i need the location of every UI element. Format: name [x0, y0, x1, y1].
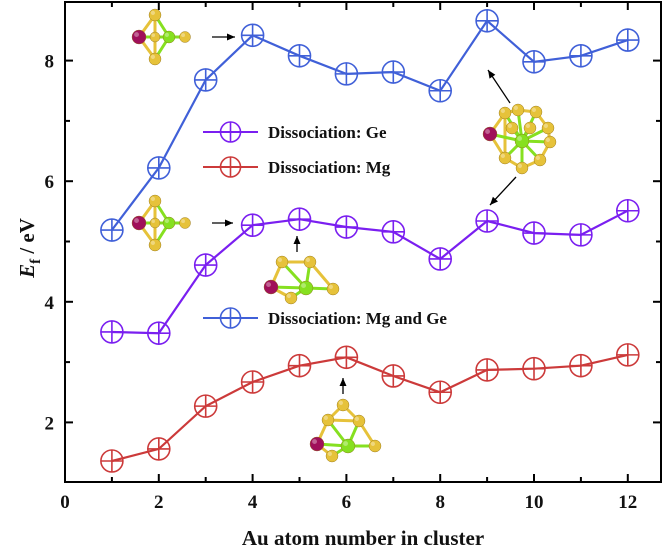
- data-point-marker: [147, 321, 171, 345]
- data-point-marker: [287, 43, 312, 68]
- data-point-marker: [287, 353, 312, 378]
- y-axis-title: Ef / eV: [15, 218, 44, 279]
- series-0: [100, 9, 640, 242]
- x-tick-label: 10: [525, 492, 544, 513]
- svg-text:Ef / eV: Ef / eV: [15, 218, 44, 279]
- data-point-marker: [287, 207, 312, 231]
- legend-marker: [219, 307, 242, 329]
- cluster-inset-x9: [482, 103, 557, 175]
- data-point-marker: [615, 343, 640, 367]
- series-2: [100, 343, 640, 473]
- axes: 0 2 4 6 8 10 12 2 4 6 8: [45, 1, 662, 513]
- data-point-marker: [193, 253, 218, 277]
- data-point-marker: [100, 320, 124, 344]
- x-tick-label: 0: [60, 492, 70, 513]
- legend-marker: [219, 156, 242, 178]
- y-tick-label: 4: [45, 293, 55, 314]
- data-point-marker: [100, 218, 124, 242]
- data-point-marker: [569, 43, 593, 68]
- data-point-marker: [522, 356, 546, 381]
- data-point-marker: [381, 60, 406, 84]
- series-1: [100, 198, 640, 345]
- legend-label: Dissociation: Ge: [268, 123, 387, 142]
- data-point-marker: [428, 78, 453, 103]
- series-layer: [100, 9, 640, 473]
- data-point-marker: [569, 353, 593, 378]
- x-tick-label: 2: [154, 492, 164, 513]
- cluster-inset-ge-x5: [263, 255, 340, 305]
- cluster-inset-ge-x4: [131, 194, 191, 252]
- cluster-inset-mgge-x4: [131, 8, 191, 66]
- data-point-marker: [240, 370, 265, 394]
- data-point-marker: [475, 9, 499, 33]
- data-point-marker: [569, 223, 593, 247]
- x-tick-label: 6: [342, 492, 352, 513]
- data-point-marker: [193, 68, 218, 92]
- legend-item: Dissociation: Mg: [203, 156, 391, 178]
- x-tick-label: 8: [435, 492, 445, 513]
- data-point-marker: [100, 449, 124, 473]
- data-point-marker: [428, 247, 453, 271]
- legend-item: Dissociation: Mg and Ge: [203, 307, 447, 329]
- y-tick-label: 2: [45, 413, 55, 434]
- data-point-marker: [522, 50, 546, 74]
- data-point-marker: [334, 215, 359, 239]
- data-point-marker: [475, 209, 499, 233]
- data-point-marker: [475, 358, 499, 382]
- data-point-marker: [240, 23, 265, 48]
- data-point-marker: [522, 221, 546, 245]
- data-point-marker: [334, 345, 359, 370]
- legend-label: Dissociation: Mg and Ge: [268, 309, 447, 328]
- data-point-marker: [381, 364, 406, 388]
- legend-marker: [219, 121, 242, 143]
- cluster-insets: [131, 8, 557, 463]
- data-point-marker: [428, 380, 453, 405]
- data-point-marker: [193, 394, 218, 418]
- x-tick-label: 12: [618, 492, 637, 513]
- legend-item: Dissociation: Ge: [203, 121, 387, 143]
- legend-label: Dissociation: Mg: [268, 158, 391, 177]
- data-point-marker: [381, 220, 406, 244]
- y-tick-label: 8: [45, 52, 55, 73]
- data-point-marker: [615, 28, 640, 52]
- data-point-marker: [147, 156, 171, 180]
- y-tick-label: 6: [45, 172, 55, 193]
- x-axis-title: Au atom number in cluster: [242, 526, 484, 550]
- data-point-marker: [334, 62, 359, 86]
- legend: Dissociation: Ge Dissociation: Mg Dissocia…: [203, 121, 447, 329]
- data-point-marker: [240, 213, 265, 238]
- series-line: [111, 19, 629, 231]
- data-point-marker: [147, 437, 171, 461]
- cluster-inset-mg-x6: [309, 398, 382, 463]
- data-point-marker: [615, 198, 640, 223]
- x-tick-label: 4: [248, 492, 258, 513]
